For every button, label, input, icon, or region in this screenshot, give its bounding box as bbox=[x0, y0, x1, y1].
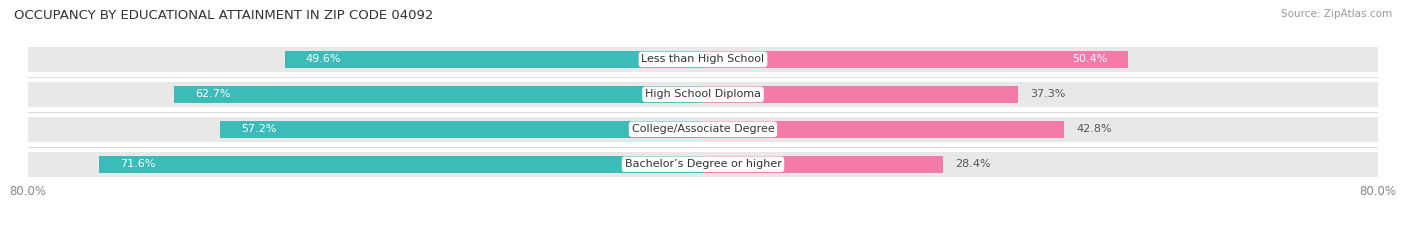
Bar bbox=[703, 152, 1378, 177]
Text: 42.8%: 42.8% bbox=[1077, 124, 1112, 134]
Text: 37.3%: 37.3% bbox=[1031, 89, 1066, 99]
Text: 28.4%: 28.4% bbox=[955, 159, 991, 169]
Legend: Owner-occupied, Renter-occupied: Owner-occupied, Renter-occupied bbox=[575, 230, 831, 233]
Bar bbox=[703, 156, 942, 173]
Text: 57.2%: 57.2% bbox=[242, 124, 277, 134]
Text: Source: ZipAtlas.com: Source: ZipAtlas.com bbox=[1281, 9, 1392, 19]
Bar bbox=[174, 86, 703, 103]
Bar bbox=[98, 156, 703, 173]
Bar bbox=[28, 152, 703, 177]
Text: Less than High School: Less than High School bbox=[641, 55, 765, 64]
Bar bbox=[28, 82, 703, 107]
Bar bbox=[221, 121, 703, 138]
Text: 71.6%: 71.6% bbox=[120, 159, 156, 169]
Text: High School Diploma: High School Diploma bbox=[645, 89, 761, 99]
Bar bbox=[703, 117, 1378, 142]
Bar bbox=[284, 51, 703, 68]
Text: 49.6%: 49.6% bbox=[305, 55, 342, 64]
Text: OCCUPANCY BY EDUCATIONAL ATTAINMENT IN ZIP CODE 04092: OCCUPANCY BY EDUCATIONAL ATTAINMENT IN Z… bbox=[14, 9, 433, 22]
Bar bbox=[703, 47, 1378, 72]
Bar bbox=[28, 47, 703, 72]
Text: 62.7%: 62.7% bbox=[195, 89, 231, 99]
Bar bbox=[28, 117, 703, 142]
Bar bbox=[703, 86, 1018, 103]
Text: Bachelor’s Degree or higher: Bachelor’s Degree or higher bbox=[624, 159, 782, 169]
Bar bbox=[703, 82, 1378, 107]
Text: 50.4%: 50.4% bbox=[1071, 55, 1107, 64]
Bar bbox=[703, 121, 1064, 138]
Bar bbox=[703, 51, 1128, 68]
Text: College/Associate Degree: College/Associate Degree bbox=[631, 124, 775, 134]
